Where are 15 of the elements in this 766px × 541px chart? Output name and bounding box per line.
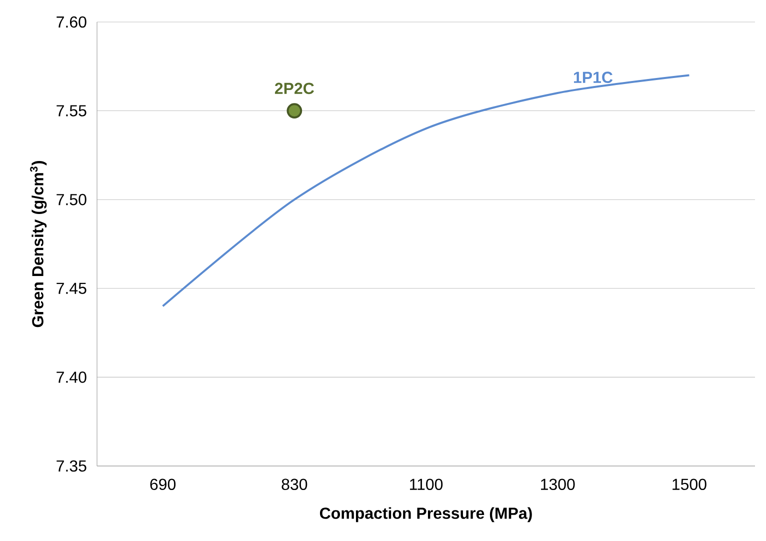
y-tick-label: 7.60 bbox=[56, 16, 86, 28]
x-tick-label: 1300 bbox=[541, 478, 575, 490]
y-axis-title: Green Density (g/cm$^{3}$) bbox=[30, 161, 47, 328]
y-tick-label: 7.45 bbox=[56, 282, 86, 294]
series-label: 1P1C bbox=[574, 72, 613, 83]
x-tick-label: 690 bbox=[150, 478, 176, 490]
y-tick-label: 7.35 bbox=[56, 460, 86, 472]
x-tick-label: 830 bbox=[282, 478, 308, 490]
y-tick-label: 7.50 bbox=[56, 194, 86, 206]
series-label: 2P2C bbox=[274, 82, 314, 94]
x-axis-title: Compaction Pressure (MPa) bbox=[320, 507, 532, 522]
y-tick-label: 7.55 bbox=[56, 105, 86, 116]
x-tick-label: 1500 bbox=[672, 478, 706, 490]
y-tick-label: 7.40 bbox=[56, 372, 86, 383]
x-tick-label: 1100 bbox=[410, 478, 443, 490]
